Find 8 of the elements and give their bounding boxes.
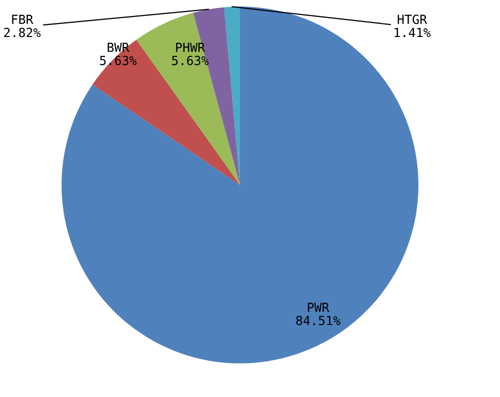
slice-label: PHWR bbox=[176, 42, 206, 52]
data-label: 1.41% bbox=[394, 28, 431, 38]
slice-label: HTGR bbox=[398, 14, 428, 24]
slice-label: PWR bbox=[308, 302, 330, 312]
data-label: 2.82% bbox=[4, 28, 41, 38]
slice-label: FBR bbox=[12, 14, 34, 24]
data-label: 5.63% bbox=[172, 56, 209, 66]
data-label: 84.51% bbox=[296, 316, 340, 326]
